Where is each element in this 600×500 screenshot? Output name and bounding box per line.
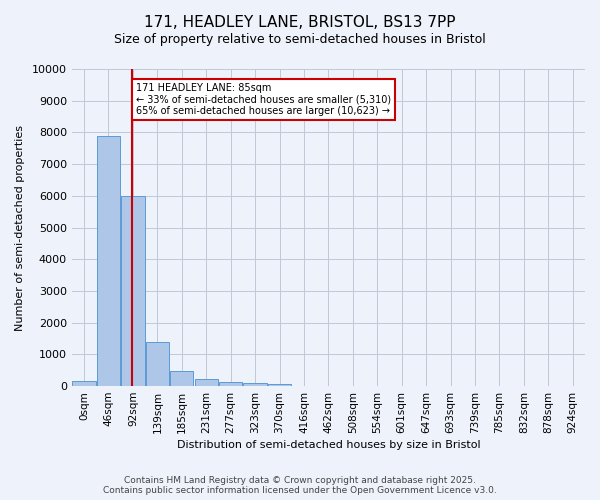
Text: Contains HM Land Registry data © Crown copyright and database right 2025.
Contai: Contains HM Land Registry data © Crown c… (103, 476, 497, 495)
Bar (170, 371, 193, 386)
Bar (121, 196, 145, 386)
Bar (146, 342, 169, 386)
Bar (244, 383, 266, 386)
Bar (194, 379, 218, 386)
Text: 171 HEADLEY LANE: 85sqm
← 33% of semi-detached houses are smaller (5,310)
65% of: 171 HEADLEY LANE: 85sqm ← 33% of semi-de… (136, 84, 391, 116)
Bar (219, 382, 242, 386)
Text: Size of property relative to semi-detached houses in Bristol: Size of property relative to semi-detach… (114, 32, 486, 46)
Text: 171, HEADLEY LANE, BRISTOL, BS13 7PP: 171, HEADLEY LANE, BRISTOL, BS13 7PP (144, 15, 456, 30)
Bar (97, 136, 120, 386)
Bar (268, 384, 291, 386)
X-axis label: Distribution of semi-detached houses by size in Bristol: Distribution of semi-detached houses by … (176, 440, 480, 450)
Bar (73, 382, 95, 386)
Y-axis label: Number of semi-detached properties: Number of semi-detached properties (15, 124, 25, 330)
